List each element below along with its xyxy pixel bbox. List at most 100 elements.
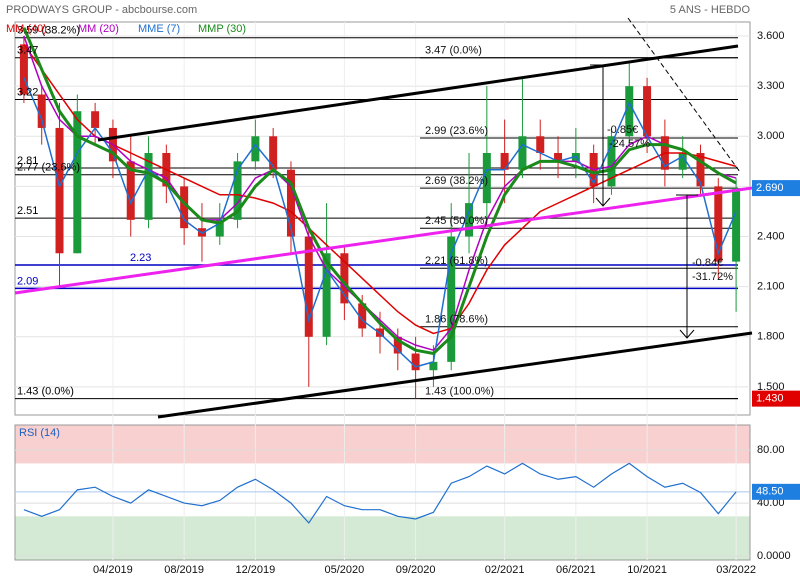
level-label: 2.51 [17,205,38,217]
y-tick-label: 80.00 [757,444,785,456]
level-label: 2.09 [17,275,38,287]
title: PRODWAYS GROUP - abcbourse.com [6,4,197,16]
trend-line [14,186,753,295]
level-label: 3.22 [17,86,38,98]
candle-body [269,136,278,170]
annotation: -0.85€ [607,124,638,136]
rsi-line [23,462,737,524]
legend-entry: MMP (30) [198,23,246,35]
legend-entry: MME (7) [138,23,180,35]
candle-body [251,136,260,162]
annotation: -31.72% [692,271,733,283]
x-tick-label: 04/2019 [93,564,133,576]
x-tick-label: 09/2020 [396,564,436,576]
candle-body [322,253,331,337]
level-label: 3.47 [17,45,38,57]
x-tick-label: 05/2020 [325,564,365,576]
candle-body [482,153,491,204]
legend-entry: MM (40) [6,23,47,35]
price-tag [752,180,800,197]
candle-body [714,186,723,262]
rsi-band [15,516,750,560]
x-tick-label: 06/2021 [556,564,596,576]
candle-body [625,86,634,137]
candle-body [518,136,527,170]
y-tick-label: 1.500 [757,381,785,393]
ma-line [22,27,737,356]
fib-label: 2.99 (23.6%) [425,125,488,137]
y-tick-label: 40.00 [757,497,785,509]
fib-label: 2.69 (38.2%) [425,175,488,187]
candle-body [447,236,456,362]
candle-body [233,161,242,220]
level-label: 2.23 [130,252,151,264]
legend-entry: MM (20) [78,23,119,35]
x-tick-label: 10/2021 [627,564,667,576]
fib-label: 3.47 (0.0%) [425,45,482,57]
rsi-frame [14,424,751,561]
ma-line [23,77,737,368]
candle-body [358,303,367,329]
candle-body [73,111,82,254]
candle-body [411,353,420,371]
ma-line [23,43,737,335]
rsi-tag [752,483,800,500]
fib-label: 1.43 (100.0%) [425,386,494,398]
rsi-bands [15,425,750,560]
trend-line [97,44,739,142]
price-tag-label: 1.430 [756,393,784,405]
candle-body [304,236,313,337]
arrow [590,64,612,207]
x-tick-label: 08/2019 [164,564,204,576]
candle-body [732,188,741,262]
candle-body [500,153,509,170]
y-tick-label: 2.400 [757,230,785,242]
x-tick-label: 12/2019 [235,564,275,576]
candle-body [696,153,705,187]
annotation: -0.84€ [692,257,723,269]
candle-body [554,153,563,162]
candle-body [536,136,545,153]
period: 5 ANS - HEBDO [670,4,751,16]
candle-body [286,169,295,237]
candle-body [678,153,687,170]
candle-body [19,44,28,95]
level-label: 2.81 [17,155,38,167]
x-tick-label: 02/2021 [485,564,525,576]
trend-line [157,331,753,419]
fib-label: 1.86 (78.6%) [425,314,488,326]
rsi-title: RSI (14) [19,427,60,439]
candle-body [126,161,135,220]
candle-body [180,186,189,229]
plot [19,27,741,524]
drawings [14,17,753,419]
y-tick-label: 0.0000 [757,550,791,562]
annotation: -24.57% [609,138,650,150]
candle-body [340,253,349,304]
candle-body [37,94,46,128]
level-label: 1.43 (0.0%) [17,386,74,398]
price-tag-label: 2.690 [756,182,784,194]
candle-body [607,136,616,187]
candle-body [429,361,438,371]
y-tick-label: 3.000 [757,130,785,142]
y-tick-label: 1.800 [757,331,785,343]
fib-label: 2.21 (61.8%) [425,255,488,267]
labels: 1.5001.8002.1002.4002.7003.0003.3003.600… [6,23,800,576]
candle-body [144,153,153,220]
ma-line [23,35,737,352]
candle-body [465,203,474,237]
level-label: 3.59 (38.2%) [17,25,80,37]
x-tick-label: 03/2022 [716,564,756,576]
rsi-tag-label: 48.50 [756,486,784,498]
candle-body [643,86,652,137]
y-tick-label: 3.300 [757,80,785,92]
y-tick-label: 3.600 [757,30,785,42]
candle-body [91,111,100,128]
candle-body [393,336,402,354]
price-tag [752,390,800,407]
candle-body [55,127,64,254]
level-label: 2.77 (23.6%) [17,162,80,174]
